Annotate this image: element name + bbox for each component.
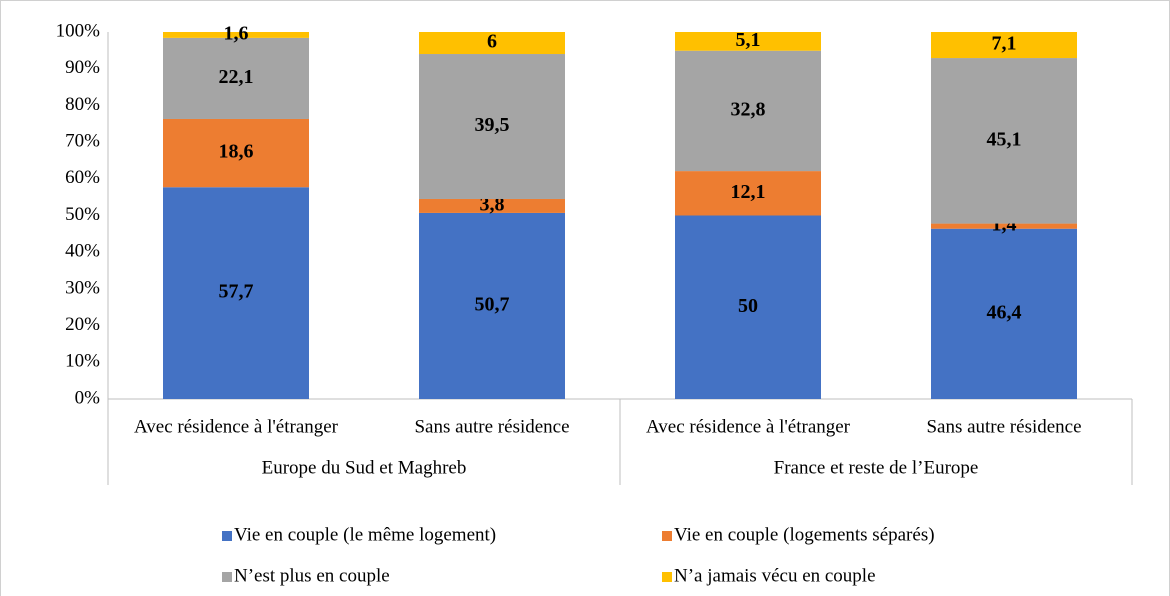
data-label: 3,8 bbox=[480, 194, 505, 216]
legend-swatch bbox=[222, 572, 232, 582]
legend-swatch bbox=[222, 531, 232, 541]
data-label: 18,6 bbox=[219, 141, 254, 163]
data-label: 12,1 bbox=[731, 181, 766, 203]
data-label: 6 bbox=[487, 31, 497, 53]
x-tick-label: Avec résidence à l'étranger bbox=[134, 416, 339, 437]
y-tick-label: 70% bbox=[65, 130, 100, 151]
bar-segment bbox=[163, 32, 309, 38]
data-label: 50 bbox=[738, 295, 758, 317]
data-label: 39,5 bbox=[475, 114, 510, 136]
data-label: 46,4 bbox=[987, 301, 1022, 323]
y-tick-label: 40% bbox=[65, 241, 100, 262]
data-label: 1,6 bbox=[224, 23, 249, 45]
data-label: 57,7 bbox=[219, 281, 254, 303]
y-tick-label: 10% bbox=[65, 351, 100, 372]
bar-segment bbox=[675, 50, 821, 172]
bar-segment bbox=[675, 32, 821, 51]
legend-label: N’est plus en couple bbox=[234, 565, 390, 586]
bar-segment bbox=[163, 37, 309, 119]
y-tick-label: 20% bbox=[65, 314, 100, 335]
group-label: Europe du Sud et Maghreb bbox=[262, 457, 467, 478]
y-tick-label: 90% bbox=[65, 57, 100, 78]
data-label: 50,7 bbox=[475, 294, 510, 316]
bar-segment bbox=[419, 54, 565, 199]
y-tick-label: 100% bbox=[56, 20, 101, 41]
data-label: 22,1 bbox=[219, 66, 254, 88]
legend-swatch bbox=[662, 572, 672, 582]
bar-segment bbox=[675, 215, 821, 399]
bar-segment bbox=[419, 198, 565, 213]
bar-segment bbox=[675, 171, 821, 216]
data-label: 5,1 bbox=[736, 29, 761, 51]
group-label: France et reste de l’Europe bbox=[774, 457, 979, 478]
x-tick-label: Sans autre résidence bbox=[414, 416, 569, 437]
y-tick-label: 50% bbox=[65, 204, 100, 225]
y-tick-label: 80% bbox=[65, 94, 100, 115]
bar-segment bbox=[419, 212, 565, 399]
bar-segment bbox=[931, 223, 1077, 229]
x-tick-label: Avec résidence à l'étranger bbox=[646, 416, 851, 437]
y-tick-label: 60% bbox=[65, 167, 100, 188]
bar-segment bbox=[931, 228, 1077, 399]
legend-label: Vie en couple (le même logement) bbox=[234, 524, 496, 545]
y-tick-label: 30% bbox=[65, 277, 100, 298]
bar-segment bbox=[931, 58, 1077, 224]
legend-swatch bbox=[662, 531, 672, 541]
data-label: 7,1 bbox=[992, 33, 1017, 55]
y-tick-label: 0% bbox=[75, 387, 101, 408]
bar-segment bbox=[163, 187, 309, 399]
x-tick-label: Sans autre résidence bbox=[926, 416, 1081, 437]
bar-segment bbox=[163, 118, 309, 188]
data-label: 45,1 bbox=[987, 128, 1022, 150]
legend-label: N’a jamais vécu en couple bbox=[674, 565, 876, 586]
data-label: 32,8 bbox=[731, 98, 766, 120]
legend-label: Vie en couple (logements séparés) bbox=[674, 524, 935, 545]
bar-segment bbox=[931, 32, 1077, 59]
bar-segment bbox=[419, 32, 565, 55]
